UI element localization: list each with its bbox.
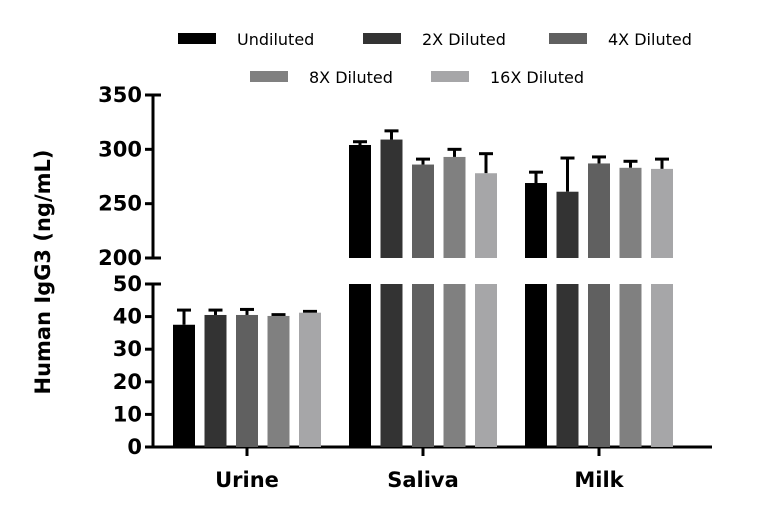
bar-lower-segment	[412, 284, 434, 447]
category-label: Milk	[574, 468, 624, 492]
bar	[236, 314, 258, 447]
bar-lower-segment	[619, 284, 642, 447]
y-tick-label: 200	[98, 246, 142, 270]
bar	[651, 168, 673, 258]
bar	[204, 314, 227, 447]
bar-lower-segment	[380, 284, 403, 447]
bar	[525, 183, 547, 258]
bar	[267, 315, 290, 447]
legend-label: 16X Diluted	[490, 68, 584, 87]
y-tick-label: 50	[113, 272, 142, 296]
bar	[619, 167, 642, 258]
bar	[173, 324, 195, 447]
bar	[588, 163, 610, 258]
category-label: Saliva	[387, 468, 459, 492]
bar-lower-segment	[525, 284, 547, 447]
legend-label: 4X Diluted	[608, 30, 692, 49]
bar	[412, 164, 434, 258]
bar	[556, 191, 579, 258]
legend-label: 8X Diluted	[309, 68, 393, 87]
y-tick-label: 30	[113, 337, 142, 361]
legend-swatch	[549, 33, 587, 44]
bar-lower-segment	[588, 284, 610, 447]
y-axis-label: Human IgG3 (ng/mL)	[31, 150, 55, 395]
legend-label: Undiluted	[237, 30, 314, 49]
bar-lower-segment	[349, 284, 371, 447]
y-tick-label: 40	[113, 305, 142, 329]
y-tick-label: 250	[98, 192, 142, 216]
y-tick-label: 20	[113, 370, 142, 394]
y-tick-label: 0	[127, 435, 142, 459]
bar	[349, 144, 371, 258]
bar	[380, 139, 403, 258]
legend-swatch	[250, 71, 288, 82]
category-label: Urine	[215, 468, 279, 492]
category-labels: Urine Saliva Milk	[215, 468, 625, 492]
bar-lower-segment	[556, 284, 579, 447]
y-tick-label: 350	[98, 83, 142, 107]
legend-swatch	[363, 33, 401, 44]
bar	[475, 173, 497, 258]
bar	[443, 156, 466, 258]
bar-lower-segment	[443, 284, 466, 447]
legend-swatch	[178, 33, 216, 44]
bars	[173, 129, 673, 447]
y-tick-label: 10	[113, 402, 142, 426]
bar	[299, 312, 321, 447]
y-tick-label: 300	[98, 137, 142, 161]
bar-lower-segment	[651, 284, 673, 447]
legend: Undiluted 2X Diluted 4X Diluted 8X Diluted 1…	[178, 30, 692, 87]
legend-swatch	[431, 71, 469, 82]
legend-label: 2X Diluted	[422, 30, 506, 49]
bar-lower-segment	[475, 284, 497, 447]
